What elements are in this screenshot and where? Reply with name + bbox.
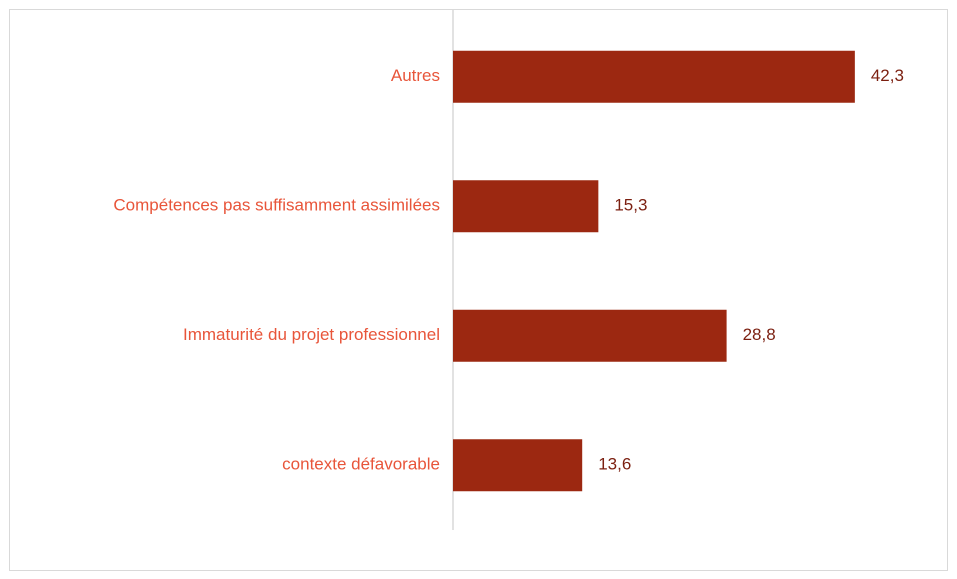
category-label: Compétences pas suffisamment assimilées <box>113 196 440 215</box>
bar <box>453 309 727 362</box>
category-label: Immaturité du projet professionnel <box>183 325 440 344</box>
bar <box>453 439 583 492</box>
value-label: 13,6 <box>598 455 631 474</box>
value-label: 28,8 <box>743 325 776 344</box>
value-label: 42,3 <box>871 66 904 85</box>
category-label: Autres <box>391 66 440 85</box>
category-label: contexte défavorable <box>282 455 440 474</box>
bar <box>453 180 599 233</box>
value-label: 15,3 <box>614 196 647 215</box>
bar <box>453 50 855 103</box>
